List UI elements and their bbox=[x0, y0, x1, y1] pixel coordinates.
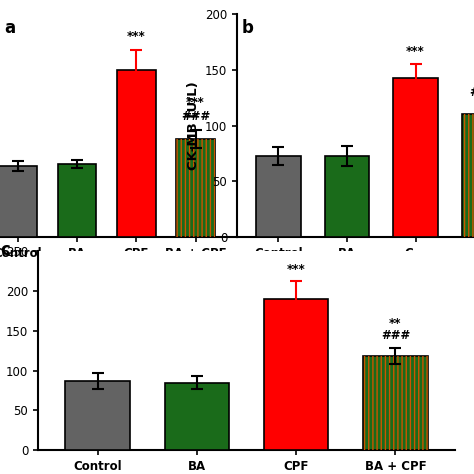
Text: ###: ### bbox=[181, 110, 210, 123]
Text: a: a bbox=[5, 18, 16, 36]
Text: c: c bbox=[0, 241, 10, 259]
Bar bbox=[393, 78, 438, 237]
Bar bbox=[363, 356, 428, 450]
Bar bbox=[462, 115, 474, 237]
Y-axis label: CK-MB (U/L): CK-MB (U/L) bbox=[186, 81, 200, 170]
Bar bbox=[176, 139, 215, 237]
Bar bbox=[363, 356, 428, 450]
Bar bbox=[264, 299, 328, 450]
Bar bbox=[462, 115, 474, 237]
Bar bbox=[164, 383, 229, 450]
Bar bbox=[117, 70, 155, 237]
Bar bbox=[58, 164, 96, 237]
Text: ***: *** bbox=[406, 45, 425, 58]
Text: ###: ### bbox=[470, 86, 474, 99]
Text: **: ** bbox=[389, 317, 401, 330]
Text: b: b bbox=[242, 18, 254, 36]
Text: ***: *** bbox=[287, 263, 306, 275]
Bar bbox=[65, 381, 130, 450]
Text: ***: *** bbox=[127, 30, 146, 43]
Bar bbox=[256, 155, 301, 237]
Bar bbox=[176, 139, 215, 237]
Text: ***: *** bbox=[186, 96, 205, 109]
Bar bbox=[0, 166, 37, 237]
Bar bbox=[325, 155, 369, 237]
Text: ###: ### bbox=[381, 329, 410, 342]
